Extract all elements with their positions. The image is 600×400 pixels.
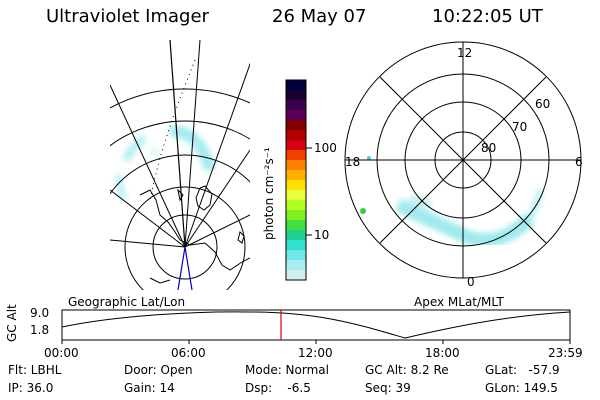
lat-label-70: 70 xyxy=(512,120,528,134)
time-label: 10:22:05 UT xyxy=(432,6,543,27)
flt-value: Flt: LBHL xyxy=(8,363,62,377)
coastlines xyxy=(139,185,250,284)
mlt-label-6: 6 xyxy=(575,155,583,169)
colorbar-segment xyxy=(286,90,306,101)
meridians xyxy=(110,40,250,248)
colorbar-segment xyxy=(286,160,306,171)
dsp-value: Dsp: -6.5 xyxy=(245,381,311,395)
polar-dot-cyan xyxy=(367,156,371,160)
colorbar-segment xyxy=(286,130,306,141)
lat-label-80: 80 xyxy=(481,141,497,155)
colorbar-segment xyxy=(286,220,306,231)
timeline-tick-0000: 00:00 xyxy=(44,346,79,360)
timeline-y-top: 9.0 xyxy=(30,306,50,320)
glat-value: GLat: -57.9 xyxy=(485,363,560,377)
seq-value: Seq: 39 xyxy=(365,381,411,395)
colorbar-segment xyxy=(286,150,306,161)
colorbar xyxy=(286,80,306,281)
polar-panel-label: Apex MLat/MLT xyxy=(414,295,504,309)
colorbar-segment xyxy=(286,110,306,121)
gcalt-value: GC Alt: 8.2 Re xyxy=(365,363,449,377)
timeline-tick-1200: 12:00 xyxy=(298,346,333,360)
colorbar-segment xyxy=(286,80,306,91)
colorbar-segment xyxy=(286,270,306,281)
mode-value: Mode: Normal xyxy=(245,363,329,377)
colorbar-tick-10: 10 xyxy=(314,228,330,242)
colorbar-segment xyxy=(286,120,306,131)
timeline-tick-2359: 23:59 xyxy=(548,346,583,360)
colorbar-segment xyxy=(286,190,306,201)
polar-grid xyxy=(344,41,582,279)
colorbar-segment xyxy=(286,200,306,211)
colorbar-segment xyxy=(286,210,306,221)
timeline-tick-0600: 06:00 xyxy=(171,346,206,360)
timeline-plot xyxy=(61,309,571,344)
instrument-title: Ultraviolet Imager xyxy=(46,6,209,27)
lat-label-60: 60 xyxy=(535,97,551,111)
geographic-map xyxy=(110,40,250,290)
colorbar-segment xyxy=(286,240,306,251)
mlt-label-0: 0 xyxy=(467,275,475,289)
colorbar-segment xyxy=(286,230,306,241)
colorbar-segment xyxy=(286,180,306,191)
colorbar-segment xyxy=(286,250,306,261)
colorbar-tick-100: 100 xyxy=(314,141,337,155)
mlt-label-12: 12 xyxy=(457,46,473,60)
mlt-label-18: 18 xyxy=(345,155,361,169)
timeline-tick-1800: 18:00 xyxy=(425,346,460,360)
glon-value: GLon: 149.5 xyxy=(485,381,558,395)
colorbar-unit-label: photon cm⁻²s⁻¹ xyxy=(262,147,276,240)
limb-outline xyxy=(149,59,196,201)
date-label: 26 May 07 xyxy=(272,6,367,27)
timeline-ylabel: GC Alt xyxy=(5,304,19,342)
colorbar-segment xyxy=(286,260,306,271)
geographic-panel-label: Geographic Lat/Lon xyxy=(68,295,186,309)
gain-value: Gain: 14 xyxy=(124,381,175,395)
colorbar-segment xyxy=(286,100,306,111)
ip-value: IP: 36.0 xyxy=(8,381,54,395)
colorbar-segment xyxy=(286,170,306,181)
colorbar-segment xyxy=(286,140,306,151)
timeline-y-bottom: 1.8 xyxy=(30,323,50,337)
door-value: Door: Open xyxy=(124,363,193,377)
polar-dot-green xyxy=(360,208,366,214)
lat-circles xyxy=(110,88,250,290)
geo-aurora xyxy=(115,125,216,202)
